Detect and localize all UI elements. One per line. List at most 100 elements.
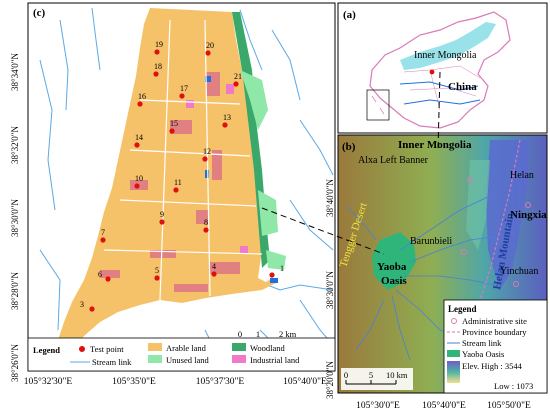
test-point-4 [211, 271, 217, 277]
test-point-label-1: 1 [280, 264, 284, 273]
c-scale-0: 0 [238, 329, 242, 339]
admin-site-icon [451, 318, 457, 324]
unused-swatch [148, 355, 162, 363]
c-legend-stream: Stream link [92, 357, 132, 367]
industrial-swatch [232, 355, 246, 363]
helan-mountain-relief [486, 140, 530, 290]
label-ningxia: Ningxia [510, 209, 547, 221]
test-point-label-12: 12 [203, 147, 211, 156]
c-legend-industrial: Industrial land [250, 355, 300, 365]
test-point-label-8: 8 [204, 218, 208, 227]
test-point-10 [134, 183, 140, 189]
test-point-label-9: 9 [160, 210, 164, 219]
test-point-label-6: 6 [98, 270, 102, 279]
c-legend-woodland: Woodland [250, 343, 285, 353]
elevation-ramp [447, 361, 460, 383]
test-point-15 [169, 128, 175, 134]
c-ytick-2: 38°30'0"N [10, 199, 20, 237]
industrial-patches [186, 84, 248, 254]
panel-a-label: (a) [343, 9, 356, 21]
label-helan: Helan [510, 170, 534, 181]
c-xtick-3: 105°40'0"E [283, 376, 327, 387]
test-point-label-20: 20 [206, 41, 214, 50]
test-point-label-7: 7 [101, 228, 105, 237]
b-ytick-2: 38°20'0"N [325, 361, 335, 399]
b-ytick-0: 38°40'0"N [325, 179, 335, 217]
c-xtick-0: 105°32'30"E [24, 376, 73, 387]
test-point-label-16: 16 [138, 92, 146, 101]
b-xtick-1: 105°40'0"E [422, 400, 466, 411]
c-scale-2: 2 km [279, 329, 297, 339]
inset-connector-a [437, 71, 441, 151]
panel-a-region: Inner Mongolia [414, 50, 477, 61]
b-legend-elev-low: Low : 1073 [494, 381, 533, 391]
b-legend-title: Legend [448, 304, 477, 314]
test-point-20 [205, 50, 211, 56]
test-point-label-10: 10 [135, 174, 143, 183]
test-point-18 [153, 71, 159, 77]
panel-b-legend: Legend Administrative site Province boun… [443, 299, 548, 394]
b-legend-oasis: Yaoba Oasis [462, 349, 504, 359]
b-legend-admin: Administrative site [462, 316, 527, 326]
panel-b-x-axis: 105°30'0"E 105°40'0"E 105°50'0"E [356, 400, 531, 411]
panel-b-y-axis: 38°40'0"N 38°30'0"N 38°20'0"N [325, 179, 335, 399]
panel-c-legend-extra [190, 364, 202, 370]
test-point-6 [105, 276, 111, 282]
south-china-sea-inset [366, 89, 390, 121]
test-point-11 [173, 187, 179, 193]
c-legend-arable: Arable land [166, 343, 207, 353]
b-scale-5: 5 [369, 370, 373, 380]
c-scale-1: 1 [256, 329, 260, 339]
arable-swatch [148, 343, 162, 351]
test-point-17 [179, 93, 185, 99]
woodland-swatch [232, 343, 246, 351]
panel-a: (a) Inner Mongolia China [337, 2, 548, 134]
c-ytick-0: 38°34'0"N [10, 53, 20, 91]
test-point-8 [203, 227, 209, 233]
test-point-label-17: 17 [180, 84, 188, 93]
b-scale-10: 10 km [386, 370, 408, 380]
water-patches [205, 76, 278, 283]
label-inner-mongolia: Inner Mongolia [398, 139, 472, 151]
label-barunbieli: Barunbieli [410, 236, 452, 247]
panel-c-streams [39, 7, 334, 369]
test-point-legend-icon [79, 346, 85, 352]
test-point-label-14: 14 [135, 133, 143, 142]
panel-a-frame [337, 2, 548, 134]
b-legend-elev-high: Elev. High : 3544 [462, 361, 523, 371]
panel-c-x-axis: 105°32'30"E 105°35'0"E 105°37'30"E 105°4… [24, 376, 327, 387]
panel-c-label: (c) [33, 7, 46, 19]
panel-a-country: China [448, 81, 477, 93]
c-xtick-1: 105°35'0"E [112, 376, 156, 387]
test-point-5 [154, 275, 160, 281]
study-site-marker [429, 69, 435, 75]
test-point-label-15: 15 [170, 119, 178, 128]
b-legend-stream: Stream link [462, 338, 502, 348]
china-outline [369, 11, 511, 129]
test-point-9 [159, 219, 165, 225]
panel-c-legend: Legend Test point Stream link Arable lan… [27, 337, 336, 372]
test-point-label-3: 3 [80, 300, 84, 309]
test-point-12 [202, 156, 208, 162]
c-ytick-3: 38°28'0"N [10, 272, 20, 310]
panel-b: (b) Inner Mongolia Alxa Left Banner Hela… [261, 71, 548, 411]
test-point-label-18: 18 [154, 62, 162, 71]
test-point-label-5: 5 [155, 266, 159, 275]
label-yaoba: Yaoba [377, 261, 407, 273]
c-xtick-2: 105°37'30"E [196, 376, 245, 387]
panel-c-y-axis: 38°34'0"N 38°32'0"N 38°30'0"N 38°28'0"N … [10, 53, 20, 382]
panel-b-streams [345, 195, 501, 361]
b-scale-0: 0 [344, 370, 348, 380]
test-point-label-4: 4 [212, 262, 216, 271]
oasis-swatch [447, 350, 460, 357]
test-point-label-11: 11 [174, 178, 182, 187]
test-point-13 [222, 122, 228, 128]
c-ytick-4: 38°26'0"N [10, 344, 20, 382]
panel-c: 123456789101112131415161718192021 38°34'… [10, 2, 336, 387]
test-point-1 [269, 272, 275, 278]
test-point-19 [154, 49, 160, 55]
test-point-label-19: 19 [155, 40, 163, 49]
panel-b-label: (b) [342, 141, 356, 153]
test-point-3 [89, 306, 95, 312]
test-point-7 [100, 237, 106, 243]
